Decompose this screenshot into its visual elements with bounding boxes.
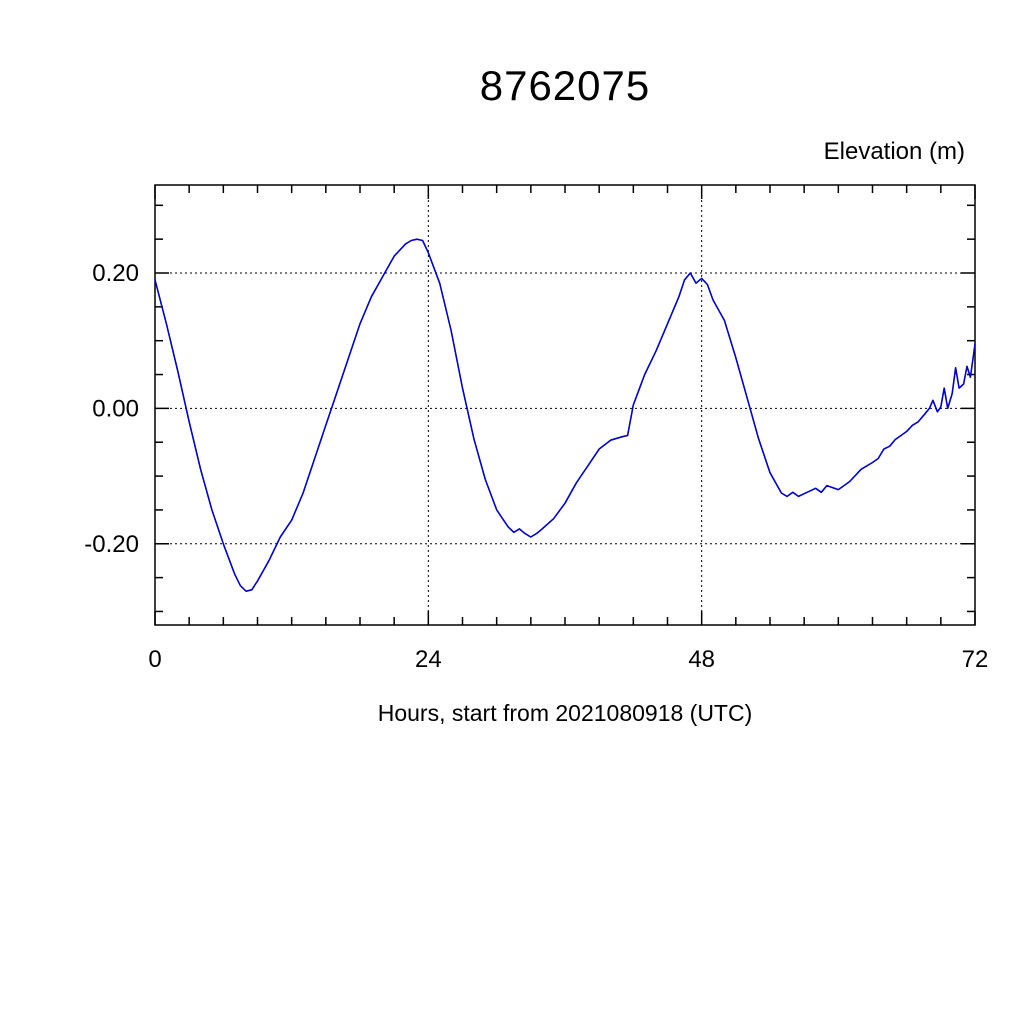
x-tick-label: 0	[148, 646, 161, 673]
chart-title: 8762075	[479, 62, 651, 109]
y-tick-label: 0.00	[92, 395, 139, 422]
x-tick-label: 72	[962, 646, 989, 673]
y-axis-label: Elevation (m)	[823, 138, 965, 165]
y-tick-label: 0.20	[92, 260, 139, 287]
x-tick-label: 24	[415, 646, 442, 673]
plot-frame	[154, 184, 976, 626]
y-tick-label: -0.20	[84, 531, 139, 558]
x-tick-label: 48	[688, 646, 715, 673]
elevation-series-line	[154, 238, 976, 593]
x-axis-label: Hours, start from 2021080918 (UTC)	[377, 700, 753, 726]
